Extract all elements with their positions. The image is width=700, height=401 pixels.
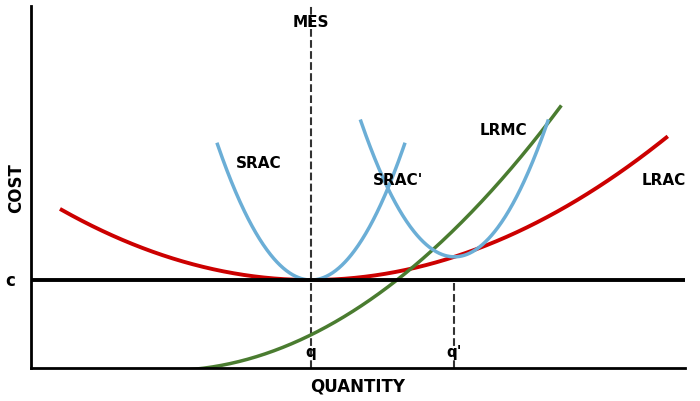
Text: LRAC: LRAC — [641, 172, 685, 187]
Text: SRAC': SRAC' — [373, 172, 424, 187]
Y-axis label: COST: COST — [7, 162, 25, 212]
Text: SRAC: SRAC — [236, 156, 282, 171]
Text: q': q' — [447, 344, 462, 359]
Text: MES: MES — [293, 15, 329, 30]
X-axis label: QUANTITY: QUANTITY — [310, 376, 405, 394]
Text: c: c — [5, 271, 15, 289]
Text: q: q — [306, 344, 316, 359]
Text: LRMC: LRMC — [480, 123, 527, 138]
